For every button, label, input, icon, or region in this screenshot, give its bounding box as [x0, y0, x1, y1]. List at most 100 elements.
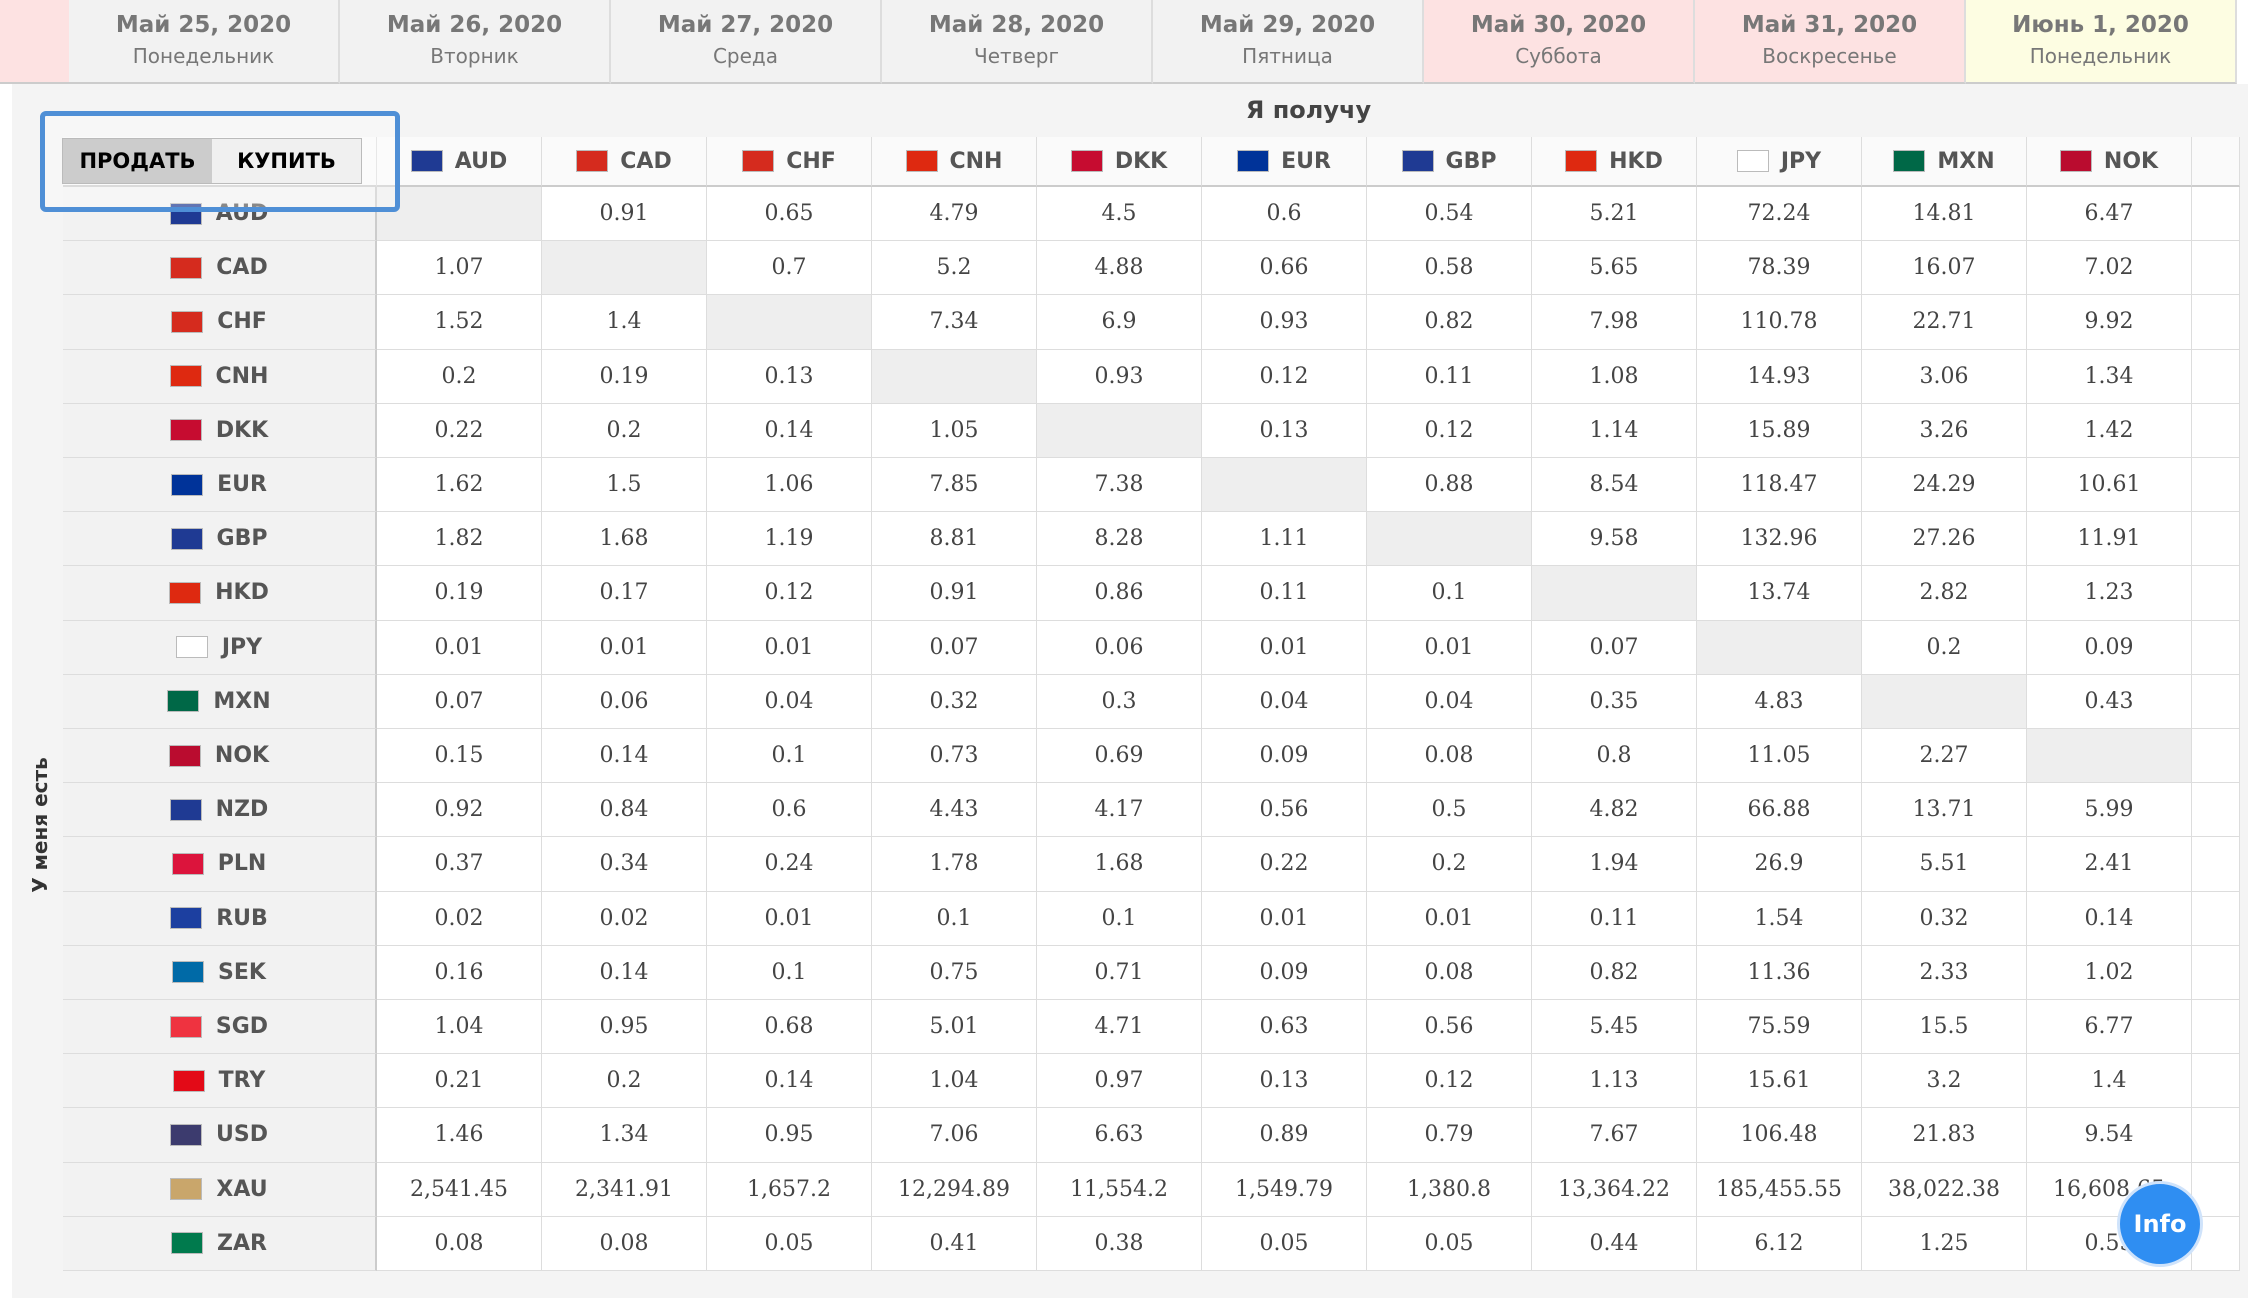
rate-cell: 8.81 — [872, 512, 1037, 567]
mode-toggle: ПРОДАТЬ КУПИТЬ — [62, 138, 362, 184]
empty-cell — [1532, 566, 1697, 621]
rate-cell: 1.13 — [1532, 1054, 1697, 1109]
rate-cell: 0.19 — [377, 566, 542, 621]
rate-cell: 6.12 — [1697, 1216, 1862, 1271]
currency-code: NOK — [214, 743, 270, 769]
rate-cell: 4.82 — [1532, 783, 1697, 838]
rate-cell: 0.01 — [707, 891, 872, 946]
currency-code: NOK — [2103, 148, 2159, 174]
column-header: MXN — [1862, 137, 2027, 187]
currency-code: DKK — [215, 417, 269, 443]
rate-cell: 5.2 — [872, 241, 1037, 296]
currency-code: USD — [216, 1122, 268, 1148]
rate-cell: 0.13 — [1202, 1054, 1367, 1109]
rate-cell: 0.02 — [377, 891, 542, 946]
rate-cell: 0.05 — [1202, 1216, 1367, 1271]
flag-icon — [172, 1069, 205, 1092]
column-header: EUR — [1202, 137, 1367, 187]
currency-code: CAD — [216, 255, 268, 281]
rate-cell: 6.9 — [1037, 295, 1202, 350]
empty-cell — [2027, 729, 2192, 784]
rate-cell: 0.11 — [1202, 566, 1367, 621]
flag-icon — [1401, 150, 1434, 172]
rate-cell: 0.2 — [1862, 620, 2027, 675]
rate-cell: 0.05 — [1367, 1216, 1532, 1271]
flag-icon — [171, 310, 204, 333]
info-button[interactable]: Info — [2117, 1181, 2203, 1267]
row-header: NOK — [63, 729, 377, 784]
date: Июнь 1, 2020 — [2012, 12, 2189, 38]
row-header: CNH — [63, 349, 377, 404]
currency-code: PLN — [217, 851, 267, 877]
partial-cell — [2192, 295, 2240, 350]
empty-cell — [542, 241, 707, 296]
rate-cell: 0.09 — [1202, 729, 1367, 784]
flag-icon — [167, 690, 200, 713]
row-header: SGD — [63, 1000, 377, 1055]
empty-cell — [377, 187, 542, 242]
rate-cell: 0.34 — [542, 837, 707, 892]
partial-cell — [2192, 187, 2240, 242]
rate-cell: 1.62 — [377, 458, 542, 513]
partial-cell — [2192, 458, 2240, 513]
rate-cell: 0.56 — [1367, 1000, 1532, 1055]
rate-cell: 0.32 — [1862, 891, 2027, 946]
rate-cell: 0.58 — [1367, 241, 1532, 296]
rate-cell: 0.32 — [872, 674, 1037, 729]
rate-cell: 0.14 — [542, 945, 707, 1000]
rate-cell: 2,341.91 — [542, 1162, 707, 1217]
rate-cell: 1,549.79 — [1202, 1162, 1367, 1217]
rate-cell: 0.04 — [1202, 674, 1367, 729]
flag-icon — [171, 473, 204, 496]
rate-cell: 0.91 — [872, 566, 1037, 621]
partial-cell — [2192, 783, 2240, 838]
rate-cell: 5.51 — [1862, 837, 2027, 892]
empty-cell — [1037, 403, 1202, 458]
rate-cell: 0.2 — [1367, 837, 1532, 892]
rate-cell: 4.43 — [872, 783, 1037, 838]
rate-cell: 10.61 — [2027, 458, 2192, 513]
partial-cell — [2192, 512, 2240, 567]
flag-icon — [1070, 150, 1103, 172]
rate-cell: 0.95 — [542, 1000, 707, 1055]
rate-cell: 1.04 — [377, 1000, 542, 1055]
sell-button[interactable]: ПРОДАТЬ — [63, 139, 212, 183]
row-header: CHF — [63, 295, 377, 350]
rate-cell: 1.34 — [2027, 349, 2192, 404]
rate-cell: 9.92 — [2027, 295, 2192, 350]
rate-cell: 1.4 — [542, 295, 707, 350]
currency-code: XAU — [216, 1176, 268, 1202]
rate-cell: 14.81 — [1862, 187, 2027, 242]
rate-cell: 6.47 — [2027, 187, 2192, 242]
rate-cell: 106.48 — [1697, 1108, 1862, 1163]
rate-cell: 0.08 — [1367, 945, 1532, 1000]
rate-cell: 0.1 — [872, 891, 1037, 946]
rate-cell: 15.89 — [1697, 403, 1862, 458]
currency-code: EUR — [1281, 148, 1331, 174]
flag-icon — [169, 1015, 202, 1038]
row-header: ZAR — [63, 1216, 377, 1271]
flag-icon — [2059, 150, 2092, 172]
rate-cell: 1.14 — [1532, 403, 1697, 458]
row-header: HKD — [63, 566, 377, 621]
weekday: Четверг — [974, 44, 1059, 68]
rate-cell: 0.21 — [377, 1054, 542, 1109]
buy-button[interactable]: КУПИТЬ — [212, 139, 361, 183]
weekday: Понедельник — [132, 44, 275, 68]
currency-code: MXN — [1937, 148, 1995, 174]
date-column: Май 31, 2020 Воскресенье — [1695, 0, 1966, 84]
rate-cell: 0.12 — [1367, 1054, 1532, 1109]
rate-cell: 11.36 — [1697, 945, 1862, 1000]
rate-cell: 0.01 — [707, 620, 872, 675]
rate-cell: 0.08 — [377, 1216, 542, 1271]
rate-cell: 0.82 — [1367, 295, 1532, 350]
rate-cell: 0.56 — [1202, 783, 1367, 838]
weekday: Понедельник — [2029, 44, 2172, 68]
date-column: Май 29, 2020 Пятница — [1153, 0, 1424, 84]
flag-icon — [1893, 150, 1926, 172]
currency-code: JPY — [221, 634, 263, 660]
rate-cell: 1.06 — [707, 458, 872, 513]
currency-code: HKD — [1609, 148, 1663, 174]
row-header: CAD — [63, 241, 377, 296]
partial-cell — [2192, 945, 2240, 1000]
